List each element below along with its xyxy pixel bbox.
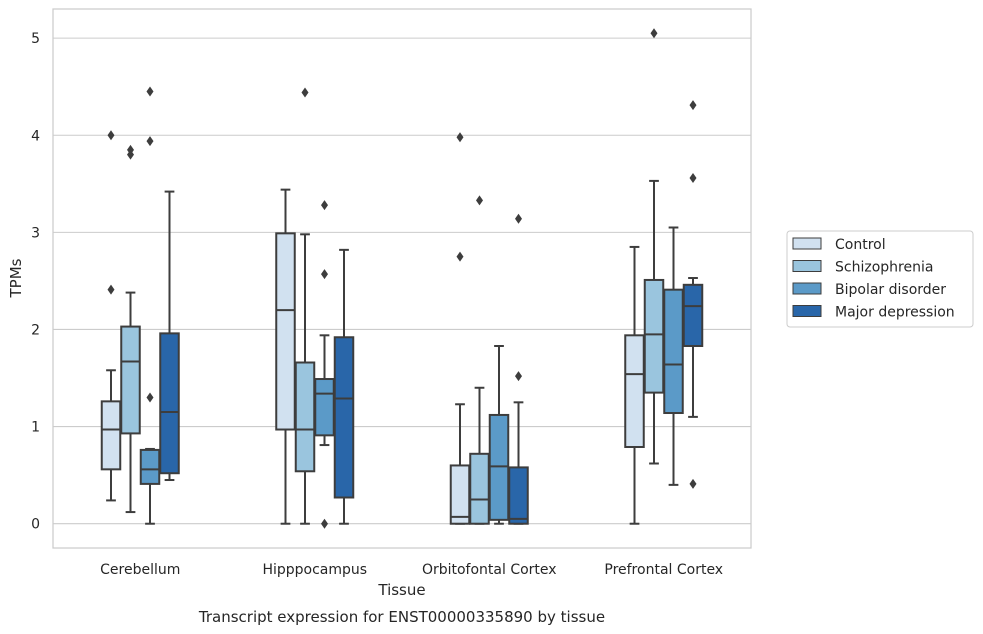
box-2-3 bbox=[508, 213, 529, 525]
box-body bbox=[643, 278, 665, 394]
outlier-point-1 bbox=[456, 132, 464, 143]
outlier-point-0 bbox=[107, 284, 115, 295]
x-tick-label-0: Cerebellum bbox=[100, 562, 180, 578]
outlier-point-2 bbox=[689, 100, 697, 111]
box-body bbox=[139, 448, 161, 485]
outlier-point-0 bbox=[321, 518, 328, 529]
box-3-0 bbox=[624, 245, 645, 525]
outlier-point-1 bbox=[321, 269, 328, 280]
box-2-1 bbox=[469, 195, 490, 525]
legend-label-1: Schizophrenia bbox=[835, 260, 933, 276]
legend-label-2: Bipolar disorder bbox=[835, 282, 946, 298]
legend-label-3: Major depression bbox=[835, 305, 955, 321]
legend-label-0: Control bbox=[835, 237, 886, 253]
y-tick-label-0: 0 bbox=[31, 517, 40, 533]
box-0-0 bbox=[100, 130, 122, 502]
y-tick-label-2: 2 bbox=[31, 322, 40, 338]
box-0-2 bbox=[139, 86, 161, 525]
x-tick-label-2: Orbitofontal Cortex bbox=[422, 562, 557, 578]
box-3-3 bbox=[682, 100, 704, 489]
box-body bbox=[294, 361, 316, 473]
legend-swatch-2 bbox=[792, 282, 822, 295]
box-body bbox=[663, 288, 684, 415]
outlier-point-0 bbox=[456, 251, 464, 262]
box-0-3 bbox=[159, 190, 180, 482]
box-body bbox=[624, 334, 645, 448]
x-tick-label-3: Prefrontal Cortex bbox=[604, 562, 723, 578]
box-body bbox=[333, 336, 355, 499]
box-body bbox=[159, 332, 180, 475]
plot-frame bbox=[52, 8, 752, 549]
box-body bbox=[314, 378, 335, 437]
box-body bbox=[682, 283, 704, 347]
outlier-point-1 bbox=[515, 213, 522, 224]
box-1-1 bbox=[294, 87, 316, 525]
box-0-1 bbox=[120, 144, 141, 514]
outlier-point-0 bbox=[650, 28, 658, 39]
outlier-point-1 bbox=[146, 136, 154, 147]
y-tick-label-3: 3 bbox=[31, 225, 40, 241]
x-axis-title: Tissue bbox=[377, 581, 425, 599]
outlier-point-2 bbox=[321, 200, 328, 211]
y-tick-labels: 0 1 2 3 4 5 bbox=[31, 31, 40, 533]
box-2-0 bbox=[449, 132, 471, 525]
boxes-layer bbox=[100, 28, 704, 529]
y-tick-label-4: 4 bbox=[31, 128, 40, 144]
outlier-point-0 bbox=[146, 392, 154, 403]
x-tick-label-1: Hipppocampus bbox=[262, 562, 367, 578]
outlier-point-0 bbox=[515, 371, 522, 382]
y-axis-title: TPMs bbox=[7, 258, 25, 298]
y-tick-label-1: 1 bbox=[31, 420, 40, 436]
chart-caption: Transcript expression for ENST0000033589… bbox=[198, 608, 605, 626]
outlier-point-1 bbox=[127, 144, 134, 155]
legend-swatch-3 bbox=[792, 305, 822, 317]
box-1-3 bbox=[333, 248, 355, 525]
y-tick-label-5: 5 bbox=[31, 31, 40, 47]
box-2-2 bbox=[488, 344, 510, 525]
legend-items: Control Schizophrenia Bipolar disorder Majo… bbox=[792, 237, 955, 321]
legend-swatch-1 bbox=[792, 260, 822, 272]
box-body bbox=[469, 452, 490, 525]
x-tick-labels: Cerebellum Hipppocampus Orbitofontal Corte… bbox=[100, 562, 723, 578]
outlier-point-0 bbox=[476, 195, 483, 206]
outlier-point-0 bbox=[301, 87, 309, 98]
box-body bbox=[120, 325, 141, 435]
outlier-point-0 bbox=[689, 478, 697, 489]
legend-frame bbox=[786, 230, 974, 328]
box-body bbox=[100, 400, 122, 471]
box-body bbox=[508, 466, 529, 525]
box-3-2 bbox=[663, 226, 684, 486]
legend-swatch-0 bbox=[792, 237, 822, 250]
outlier-point-1 bbox=[689, 172, 697, 183]
outlier-point-1 bbox=[107, 130, 115, 141]
box-3-1 bbox=[643, 28, 665, 465]
box-1-2 bbox=[314, 200, 335, 529]
legend: Control Schizophrenia Bipolar disorder Majo… bbox=[786, 230, 974, 328]
box-1-0 bbox=[275, 188, 296, 525]
box-body bbox=[449, 464, 471, 525]
outlier-point-2 bbox=[146, 86, 154, 97]
box-body bbox=[275, 232, 296, 431]
